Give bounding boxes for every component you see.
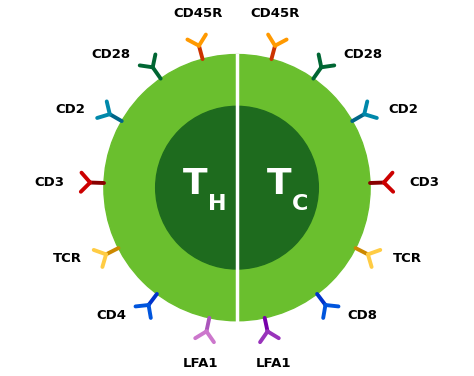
Text: CD45R: CD45R xyxy=(174,8,223,20)
Text: CD45R: CD45R xyxy=(251,8,300,20)
Text: TCR: TCR xyxy=(53,252,82,265)
Text: CD3: CD3 xyxy=(35,176,64,189)
Text: CD4: CD4 xyxy=(97,309,127,322)
Text: CD2: CD2 xyxy=(389,103,419,116)
Text: TCR: TCR xyxy=(392,252,421,265)
Text: H: H xyxy=(208,194,226,214)
Text: CD28: CD28 xyxy=(92,48,131,61)
Text: T: T xyxy=(182,167,207,201)
Text: CD2: CD2 xyxy=(55,103,85,116)
Circle shape xyxy=(104,55,370,321)
Text: CD28: CD28 xyxy=(343,48,382,61)
Text: T: T xyxy=(267,167,292,201)
Text: CD3: CD3 xyxy=(410,176,439,189)
Text: LFA1: LFA1 xyxy=(183,357,219,370)
Circle shape xyxy=(155,106,319,269)
Text: CD8: CD8 xyxy=(347,309,377,322)
Text: C: C xyxy=(292,194,309,214)
Text: LFA1: LFA1 xyxy=(255,357,291,370)
